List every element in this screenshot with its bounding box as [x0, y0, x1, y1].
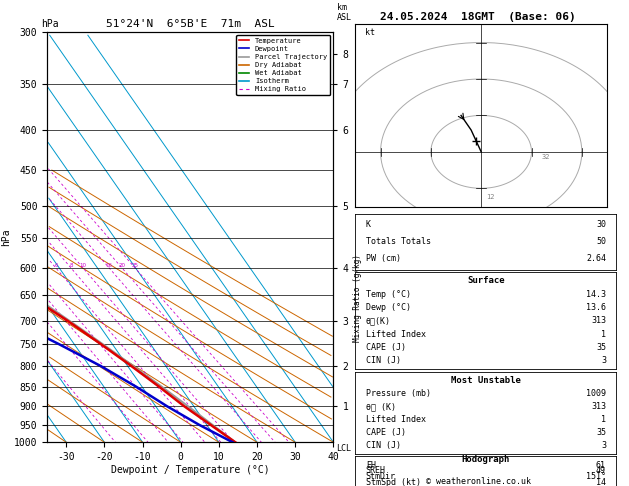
Text: Totals Totals: Totals Totals — [366, 237, 431, 246]
Text: 8: 8 — [69, 263, 73, 268]
Text: 16: 16 — [106, 263, 113, 268]
Text: Temp (°C): Temp (°C) — [366, 290, 411, 298]
Text: Surface: Surface — [467, 277, 504, 285]
Text: CIN (J): CIN (J) — [366, 441, 401, 451]
Text: CIN (J): CIN (J) — [366, 356, 401, 365]
Text: 6: 6 — [54, 263, 58, 268]
Text: 13.6: 13.6 — [586, 303, 606, 312]
Text: θᴇ (K): θᴇ (K) — [366, 402, 396, 411]
Text: Most Unstable: Most Unstable — [451, 376, 521, 385]
Title: 51°24'N  6°5B'E  71m  ASL: 51°24'N 6°5B'E 71m ASL — [106, 19, 275, 30]
Text: 61: 61 — [596, 461, 606, 470]
Text: 20: 20 — [118, 263, 126, 268]
X-axis label: Dewpoint / Temperature (°C): Dewpoint / Temperature (°C) — [111, 465, 270, 475]
Text: SREH: SREH — [366, 467, 386, 475]
Text: 49: 49 — [596, 467, 606, 475]
Text: 12: 12 — [486, 194, 495, 200]
Text: Pressure (mb): Pressure (mb) — [366, 389, 431, 398]
Text: CAPE (J): CAPE (J) — [366, 428, 406, 437]
Text: 25: 25 — [131, 263, 138, 268]
Text: 1: 1 — [601, 330, 606, 339]
Text: 1009: 1009 — [586, 389, 606, 398]
Text: 32: 32 — [542, 154, 550, 160]
Text: © weatheronline.co.uk: © weatheronline.co.uk — [426, 477, 530, 486]
Text: 10: 10 — [79, 263, 87, 268]
Text: 24.05.2024  18GMT  (Base: 06): 24.05.2024 18GMT (Base: 06) — [380, 12, 576, 22]
Text: 313: 313 — [591, 316, 606, 325]
Text: StmSpd (kt): StmSpd (kt) — [366, 478, 421, 486]
Y-axis label: hPa: hPa — [1, 228, 11, 246]
Text: hPa: hPa — [41, 19, 58, 29]
Text: 35: 35 — [596, 428, 606, 437]
Text: 313: 313 — [591, 402, 606, 411]
Text: Hodograph: Hodograph — [462, 455, 510, 464]
Text: 3: 3 — [601, 356, 606, 365]
Text: CAPE (J): CAPE (J) — [366, 343, 406, 352]
Text: PW (cm): PW (cm) — [366, 254, 401, 263]
Text: θᴇ(K): θᴇ(K) — [366, 316, 391, 325]
Text: Mixing Ratio (g/kg): Mixing Ratio (g/kg) — [353, 255, 362, 343]
Text: Lifted Index: Lifted Index — [366, 415, 426, 424]
Text: 14.3: 14.3 — [586, 290, 606, 298]
Text: K: K — [366, 220, 371, 229]
Text: 14: 14 — [596, 478, 606, 486]
Text: Dewp (°C): Dewp (°C) — [366, 303, 411, 312]
Text: 151°: 151° — [586, 472, 606, 481]
Text: 1: 1 — [601, 415, 606, 424]
Text: 2.64: 2.64 — [586, 254, 606, 263]
Text: LCL: LCL — [337, 444, 351, 453]
Text: 3: 3 — [601, 441, 606, 451]
Text: 30: 30 — [596, 220, 606, 229]
Legend: Temperature, Dewpoint, Parcel Trajectory, Dry Adiabat, Wet Adiabat, Isotherm, Mi: Temperature, Dewpoint, Parcel Trajectory… — [236, 35, 330, 95]
Text: km
ASL: km ASL — [337, 3, 352, 22]
Text: 50: 50 — [596, 237, 606, 246]
Text: EH: EH — [366, 461, 376, 470]
Text: kt: kt — [365, 28, 376, 37]
Text: StmDir: StmDir — [366, 472, 396, 481]
Text: 35: 35 — [596, 343, 606, 352]
Text: Lifted Index: Lifted Index — [366, 330, 426, 339]
